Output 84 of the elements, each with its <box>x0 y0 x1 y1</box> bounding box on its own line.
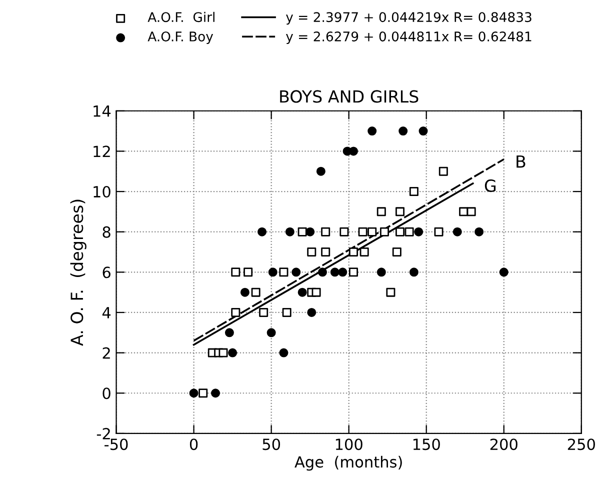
point <box>348 268 358 277</box>
point <box>409 268 418 277</box>
legend-label: A.O.F. Girl <box>148 12 214 22</box>
point <box>312 288 321 297</box>
y-tick-label: 12 <box>94 146 110 158</box>
point <box>330 268 340 277</box>
point <box>368 227 377 236</box>
legend-label: y = 2.3977 + 0.044219x R= 0.84833 <box>286 12 532 25</box>
point <box>292 268 301 277</box>
point <box>396 207 404 216</box>
y-tick-label: 6 <box>102 266 110 278</box>
point <box>224 328 234 338</box>
point <box>316 166 326 176</box>
y-tick-label: 2 <box>102 347 110 359</box>
point <box>282 308 292 317</box>
point <box>298 288 307 297</box>
point <box>499 268 508 277</box>
x-tick-label: 150 <box>413 438 440 450</box>
point <box>348 248 358 256</box>
annotation: B <box>516 155 526 168</box>
point <box>459 207 468 216</box>
point <box>279 268 288 277</box>
y-tick-label: 8 <box>102 226 110 238</box>
point <box>386 288 396 297</box>
x-tick-label: 0 <box>190 438 198 450</box>
point <box>368 126 377 136</box>
point <box>338 268 348 277</box>
point <box>452 227 462 236</box>
point <box>307 308 316 317</box>
y-tick-label: 14 <box>94 106 111 117</box>
y-tick-label: 0 <box>102 388 110 400</box>
point <box>306 227 315 236</box>
point <box>189 388 198 398</box>
point <box>376 268 386 277</box>
point <box>266 328 276 338</box>
point <box>321 227 330 236</box>
y-tick-label: 10 <box>94 186 110 198</box>
point <box>358 227 368 236</box>
point <box>396 227 404 236</box>
point <box>198 388 208 398</box>
point <box>211 388 220 398</box>
point <box>380 227 389 236</box>
x-tick-label: 200 <box>490 438 518 450</box>
point <box>228 348 238 358</box>
point <box>340 227 349 236</box>
point <box>244 268 253 277</box>
point <box>376 207 386 216</box>
point <box>251 288 260 297</box>
y-tick-label: -2 <box>96 428 110 440</box>
point <box>438 166 448 176</box>
x-tick-label: -50 <box>104 438 128 450</box>
point <box>298 227 307 236</box>
point <box>409 187 418 196</box>
point <box>279 348 288 358</box>
point <box>414 227 424 236</box>
point <box>240 288 250 297</box>
x-tick-label: 50 <box>262 438 280 450</box>
point <box>321 248 330 256</box>
point <box>231 268 240 277</box>
point <box>318 268 327 277</box>
point <box>392 248 402 256</box>
point <box>404 227 414 236</box>
x-axis-title: Age (months) <box>294 456 402 471</box>
point <box>307 248 316 256</box>
point <box>418 126 428 136</box>
point <box>258 227 267 236</box>
point <box>285 227 294 236</box>
legend-label: A.O.F. Boy <box>148 31 214 44</box>
x-tick-label: 100 <box>336 438 362 450</box>
point <box>398 126 408 136</box>
point <box>259 308 268 317</box>
point <box>218 348 228 358</box>
legend-label: y = 2.6279 + 0.044811x R= 0.62481 <box>286 31 532 44</box>
point <box>474 227 484 236</box>
point <box>434 227 444 236</box>
annotation: G <box>484 179 496 192</box>
y-axis-title: A. O. F. (degrees) <box>70 200 86 346</box>
point <box>360 248 369 256</box>
point <box>466 207 476 216</box>
x-tick-label: 250 <box>568 438 595 450</box>
chart-title: BOYS AND GIRLS <box>280 90 418 103</box>
point <box>231 308 240 317</box>
y-tick-label: 4 <box>102 307 111 318</box>
point <box>268 268 278 277</box>
